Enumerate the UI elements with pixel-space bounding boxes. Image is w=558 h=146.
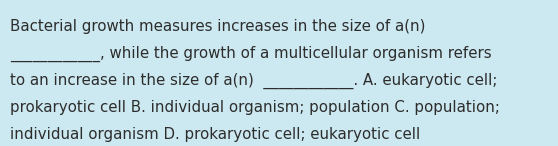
Text: individual organism D. prokaryotic cell; eukaryotic cell: individual organism D. prokaryotic cell;… (10, 127, 420, 142)
Text: prokaryotic cell B. individual organism; population C. population;: prokaryotic cell B. individual organism;… (10, 100, 500, 115)
Text: ____________, while the growth of a multicellular organism refers: ____________, while the growth of a mult… (10, 46, 492, 62)
Text: Bacterial growth measures increases in the size of a(n): Bacterial growth measures increases in t… (10, 19, 426, 34)
Text: to an increase in the size of a(n)  ____________. A. eukaryotic cell;: to an increase in the size of a(n) _____… (10, 73, 497, 89)
